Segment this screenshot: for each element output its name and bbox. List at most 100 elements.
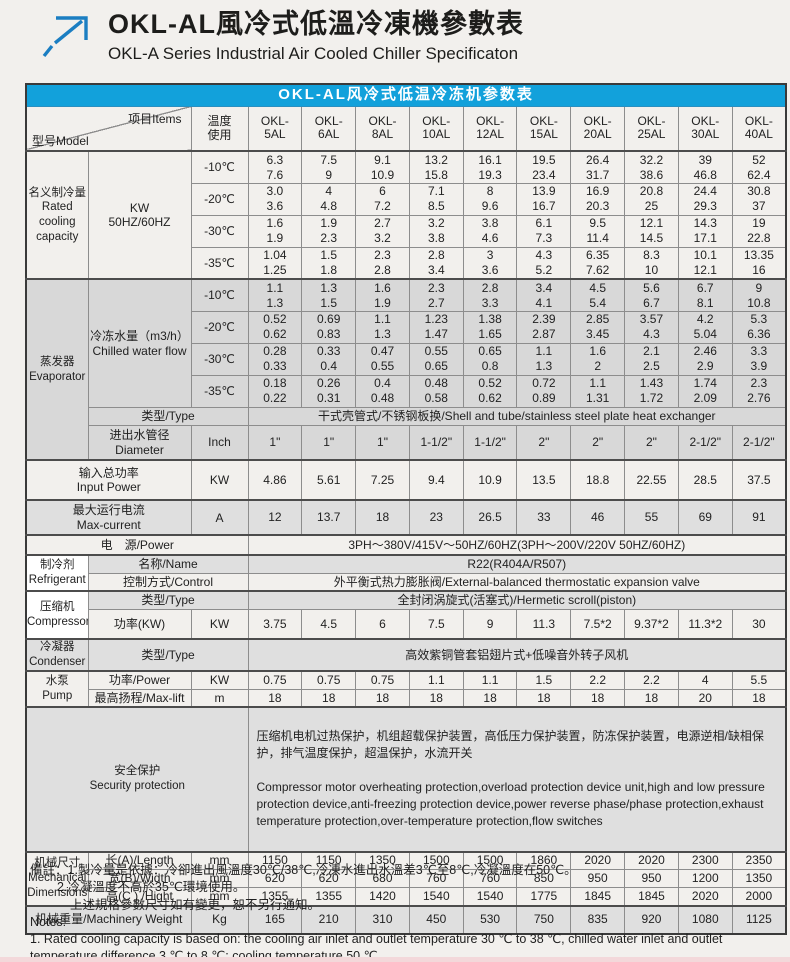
diameter-value-cell: 2": [570, 424, 626, 461]
pump-lift-value-cell: 18: [462, 688, 518, 708]
rated-value-cell: 8.3 10: [624, 246, 679, 280]
pump-lift-value-cell: 18: [731, 688, 787, 708]
evap-value-cell: 3.57 4.3: [624, 310, 679, 344]
rated-value-cell: 4 4.8: [301, 182, 357, 216]
evap-value-cell: 2.46 2.9: [677, 342, 733, 376]
evap-value-cell: 3.4 4.1: [516, 278, 572, 312]
rated-value-cell: 1.6 1.9: [247, 214, 303, 248]
mech-length-value-cell: 1860: [516, 850, 572, 870]
rated-value-cell: 13.2 15.8: [408, 150, 464, 184]
evap-value-cell: 9 10.8: [731, 278, 787, 312]
mech-height-value-cell: 1355: [247, 887, 303, 906]
evap-value-cell: 0.4 0.48: [355, 374, 410, 408]
input-power-value-cell: 9.4: [408, 459, 464, 501]
diameter-value-cell: 1": [355, 424, 410, 461]
compressor-power-value-cell: 9: [462, 608, 518, 640]
temp-use-header: 温度 使用: [190, 105, 249, 153]
mech-height-value-cell: 1540: [462, 887, 518, 906]
mech-width-value-cell: 620: [247, 869, 303, 888]
compressor-power-value-cell: 4.5: [301, 608, 357, 640]
note-line-zh-3: 上述規格參數尺寸如有變更，恕不另行通知。: [70, 897, 321, 912]
rated-value-cell: 3.2 3.8: [408, 214, 464, 248]
diameter-value-cell: 2-1/2": [731, 424, 787, 461]
rated-value-cell: 24.4 29.3: [677, 182, 733, 216]
pump-lift-value-cell: 18: [624, 688, 679, 708]
rated-value-cell: 9.5 11.4: [570, 214, 626, 248]
refrigerant-name-value: R22(R404A/R507): [247, 554, 787, 574]
evap-type-value: 干式壳管式/不锈钢板换/Shell and tube/stainless ste…: [247, 406, 787, 426]
group-label-rated: 名义制冷量 Rated cooling capacity: [25, 150, 89, 280]
compressor-power-value-cell: 7.5*2: [570, 608, 626, 640]
weight-value-cell: 835: [570, 904, 626, 934]
pump-lift-value-cell: 20: [677, 688, 733, 708]
evap-value-cell: 1.1 1.3: [247, 278, 303, 312]
pump-power-value-cell: 5.5: [731, 670, 787, 690]
group-label-mechanical: 机械尺寸 Mechanical Dimensions: [25, 850, 89, 906]
diameter-label: 进出水管径 Diameter: [87, 424, 192, 461]
max-current-value-cell: 13.7: [301, 499, 357, 536]
rated-value-cell: 6 7.2: [355, 182, 410, 216]
model-header-cell: OKL- 10AL: [408, 105, 464, 153]
evap-value-cell: 2.8 3.3: [462, 278, 518, 312]
corner-items-label: 项目Items: [128, 111, 182, 126]
evap-type-label: 类型/Type: [87, 406, 249, 426]
input-power-value-cell: 10.9: [462, 459, 518, 501]
compressor-power-label: 功率(KW): [87, 608, 192, 640]
diameter-value-cell: 2": [624, 424, 679, 461]
diameter-value-cell: 2": [516, 424, 572, 461]
rated-value-cell: 7.1 8.5: [408, 182, 464, 216]
rated-unit-label: KW 50HZ/60HZ: [87, 150, 192, 280]
power-supply-value: 3PH～380V/415V～50HZ/60HZ(3PH～200V/220V 50…: [247, 534, 787, 556]
rated-value-cell: 6.1 7.3: [516, 214, 572, 248]
pump-lift-value-cell: 18: [355, 688, 410, 708]
temp-label: -30℃: [190, 214, 249, 248]
max-current-value-cell: 12: [247, 499, 303, 536]
pump-power-value-cell: 0.75: [355, 670, 410, 690]
rated-value-cell: 1.9 2.3: [301, 214, 357, 248]
pump-lift-value-cell: 18: [516, 688, 572, 708]
rated-value-cell: 13.9 16.7: [516, 182, 572, 216]
model-header-cell: OKL- 40AL: [731, 105, 787, 153]
pump-lift-value-cell: 18: [408, 688, 464, 708]
input-power-value-cell: 5.61: [301, 459, 357, 501]
input-power-value-cell: 28.5: [677, 459, 733, 501]
mech-length-value-cell: 2350: [731, 850, 787, 870]
max-current-value-cell: 69: [677, 499, 733, 536]
max-current-value-cell: 55: [624, 499, 679, 536]
pump-power-label: 功率/Power: [87, 670, 192, 690]
rated-value-cell: 3.8 4.6: [462, 214, 518, 248]
rated-value-cell: 30.8 37: [731, 182, 787, 216]
evap-value-cell: 1.43 1.72: [624, 374, 679, 408]
rated-value-cell: 2.8 3.4: [408, 246, 464, 280]
page-title-en: OKL-A Series Industrial Air Cooled Chill…: [108, 44, 519, 63]
pump-power-value-cell: 2.2: [624, 670, 679, 690]
input-power-value-cell: 4.86: [247, 459, 303, 501]
compressor-power-value-cell: 11.3: [516, 608, 572, 640]
compressor-power-value-cell: 30: [731, 608, 787, 640]
evap-value-cell: 1.1 1.3: [516, 342, 572, 376]
evap-value-cell: 1.74 2.09: [677, 374, 733, 408]
evap-value-cell: 2.1 2.5: [624, 342, 679, 376]
compressor-type-value: 全封闭涡旋式(活塞式)/Hermetic scroll(piston): [247, 590, 787, 610]
model-header-cell: OKL- 12AL: [462, 105, 518, 153]
page-title-zh: OKL-AL風冷式低溫冷凍機參數表: [108, 9, 524, 39]
evap-value-cell: 0.65 0.8: [462, 342, 518, 376]
model-header-cell: OKL- 15AL: [516, 105, 572, 153]
rated-value-cell: 14.3 17.1: [677, 214, 733, 248]
input-power-value-cell: 7.25: [355, 459, 410, 501]
rated-value-cell: 1.04 1.25: [247, 246, 303, 280]
group-label-evaporator: 蒸发器 Evaporator: [25, 278, 89, 461]
evap-value-cell: 2.3 2.76: [731, 374, 787, 408]
evap-value-cell: 0.52 0.62: [462, 374, 518, 408]
page-bottom-edge: [0, 957, 790, 962]
mech-height-unit: mm: [190, 887, 249, 906]
compressor-power-value-cell: 3.75: [247, 608, 303, 640]
group-label-compressor: 压缩机 Compressor: [25, 590, 89, 640]
rated-value-cell: 16.9 20.3: [570, 182, 626, 216]
condenser-type-label: 类型/Type: [87, 638, 249, 672]
compressor-power-value-cell: 9.37*2: [624, 608, 679, 640]
evap-value-cell: 1.23 1.47: [408, 310, 464, 344]
evap-value-cell: 0.47 0.55: [355, 342, 410, 376]
rated-value-cell: 12.1 14.5: [624, 214, 679, 248]
mech-length-value-cell: 1500: [462, 850, 518, 870]
